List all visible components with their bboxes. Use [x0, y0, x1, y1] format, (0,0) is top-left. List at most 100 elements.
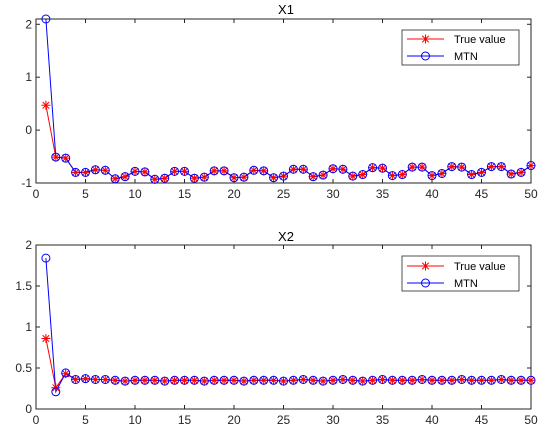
data-point-true-value	[100, 374, 110, 384]
data-point-mtn	[298, 164, 308, 174]
data-point-mtn	[457, 374, 467, 384]
data-point-mtn	[269, 173, 279, 183]
data-point-mtn	[41, 14, 51, 24]
data-point-mtn	[387, 171, 397, 181]
x-tick-label: 50	[524, 413, 538, 427]
legend-marker-true-value	[421, 261, 430, 271]
data-point-true-value	[51, 152, 61, 162]
data-point-mtn	[110, 375, 120, 385]
data-point-true-value	[81, 374, 90, 384]
data-point-true-value	[90, 165, 100, 175]
series-group	[41, 14, 536, 184]
data-point-mtn	[71, 374, 81, 384]
data-point-true-value	[259, 166, 269, 176]
data-point-true-value	[506, 375, 516, 385]
data-point-true-value	[348, 171, 358, 181]
axis-ticks: 0 5 10 15 20 25 30 35 40 45 50 0 0.5 1 1.5 2	[15, 238, 538, 427]
data-point-mtn	[41, 253, 51, 263]
data-point-true-value	[387, 375, 397, 385]
x-tick-label: 15	[178, 187, 192, 201]
legend-marker-true-value	[421, 34, 430, 44]
data-point-true-value	[368, 163, 378, 173]
data-point-true-value	[140, 167, 150, 177]
data-point-true-value	[90, 374, 100, 384]
data-point-true-value	[407, 162, 417, 172]
data-point-true-value	[239, 172, 249, 182]
y-tick-label: -1	[21, 176, 32, 190]
data-point-mtn	[279, 376, 288, 386]
y-tick-label: 2	[25, 17, 32, 31]
data-point-true-value	[288, 164, 298, 174]
data-point-true-value	[71, 374, 81, 384]
legend-label-mtn: MTN	[454, 278, 478, 290]
y-tick-label: 1	[25, 320, 32, 334]
data-point-mtn	[249, 165, 259, 175]
data-point-true-value	[209, 375, 219, 385]
data-point-mtn	[61, 368, 71, 378]
legend-marker-mtn	[421, 51, 430, 61]
x-tick-label: 45	[475, 187, 489, 201]
data-point-mtn	[378, 374, 387, 384]
data-point-mtn	[189, 375, 199, 385]
data-point-mtn	[259, 166, 269, 176]
data-point-mtn	[447, 162, 457, 172]
data-point-true-value	[407, 375, 417, 385]
data-point-true-value	[516, 375, 526, 385]
data-point-true-value	[199, 376, 209, 386]
data-point-true-value	[417, 374, 427, 384]
data-point-mtn	[467, 375, 477, 385]
data-point-mtn	[150, 375, 160, 385]
x-tick-label: 20	[227, 187, 241, 201]
data-point-true-value	[61, 153, 71, 163]
data-point-mtn	[467, 170, 477, 180]
data-point-true-value	[378, 374, 387, 384]
data-point-true-value	[180, 375, 189, 385]
x-tick-label: 25	[277, 413, 291, 427]
data-point-mtn	[160, 376, 170, 386]
data-point-mtn	[140, 375, 150, 385]
data-point-mtn	[427, 375, 437, 385]
data-point-mtn	[437, 375, 447, 385]
data-point-mtn	[140, 167, 150, 177]
legend-label-true-value: True value	[454, 34, 506, 46]
data-point-mtn	[71, 167, 81, 177]
data-point-true-value	[120, 376, 130, 386]
data-point-mtn	[160, 173, 170, 183]
data-point-mtn	[100, 165, 110, 175]
x-tick-label: 40	[425, 187, 439, 201]
data-point-mtn	[318, 170, 328, 180]
data-point-mtn	[477, 167, 486, 177]
data-point-true-value	[427, 171, 437, 181]
data-point-true-value	[239, 376, 249, 386]
data-point-true-value	[41, 333, 51, 343]
data-point-mtn	[328, 375, 338, 385]
data-point-mtn	[61, 153, 71, 163]
data-point-mtn	[209, 166, 219, 176]
data-point-mtn	[170, 166, 180, 176]
data-point-mtn	[288, 375, 298, 385]
data-point-mtn	[81, 167, 90, 177]
x-tick-label: 5	[82, 187, 89, 201]
data-point-mtn	[180, 375, 189, 385]
data-point-true-value	[486, 162, 496, 172]
legend-label-true-value: True value	[454, 261, 506, 273]
data-point-mtn	[368, 163, 378, 173]
data-point-mtn	[170, 375, 180, 385]
data-point-true-value	[397, 170, 407, 180]
data-point-true-value	[279, 171, 288, 181]
data-point-mtn	[189, 173, 199, 183]
data-point-true-value	[259, 375, 269, 385]
data-point-mtn	[199, 376, 209, 386]
series-group	[41, 253, 536, 397]
data-point-mtn	[417, 374, 427, 384]
data-point-true-value	[358, 170, 368, 180]
data-point-true-value	[437, 375, 447, 385]
data-point-mtn	[298, 374, 308, 384]
data-point-true-value	[71, 167, 81, 177]
data-point-mtn	[239, 172, 249, 182]
x-tick-label: 25	[277, 187, 291, 201]
x-tick-label: 30	[326, 413, 340, 427]
data-point-mtn	[259, 375, 269, 385]
x-tick-label: 0	[33, 187, 40, 201]
